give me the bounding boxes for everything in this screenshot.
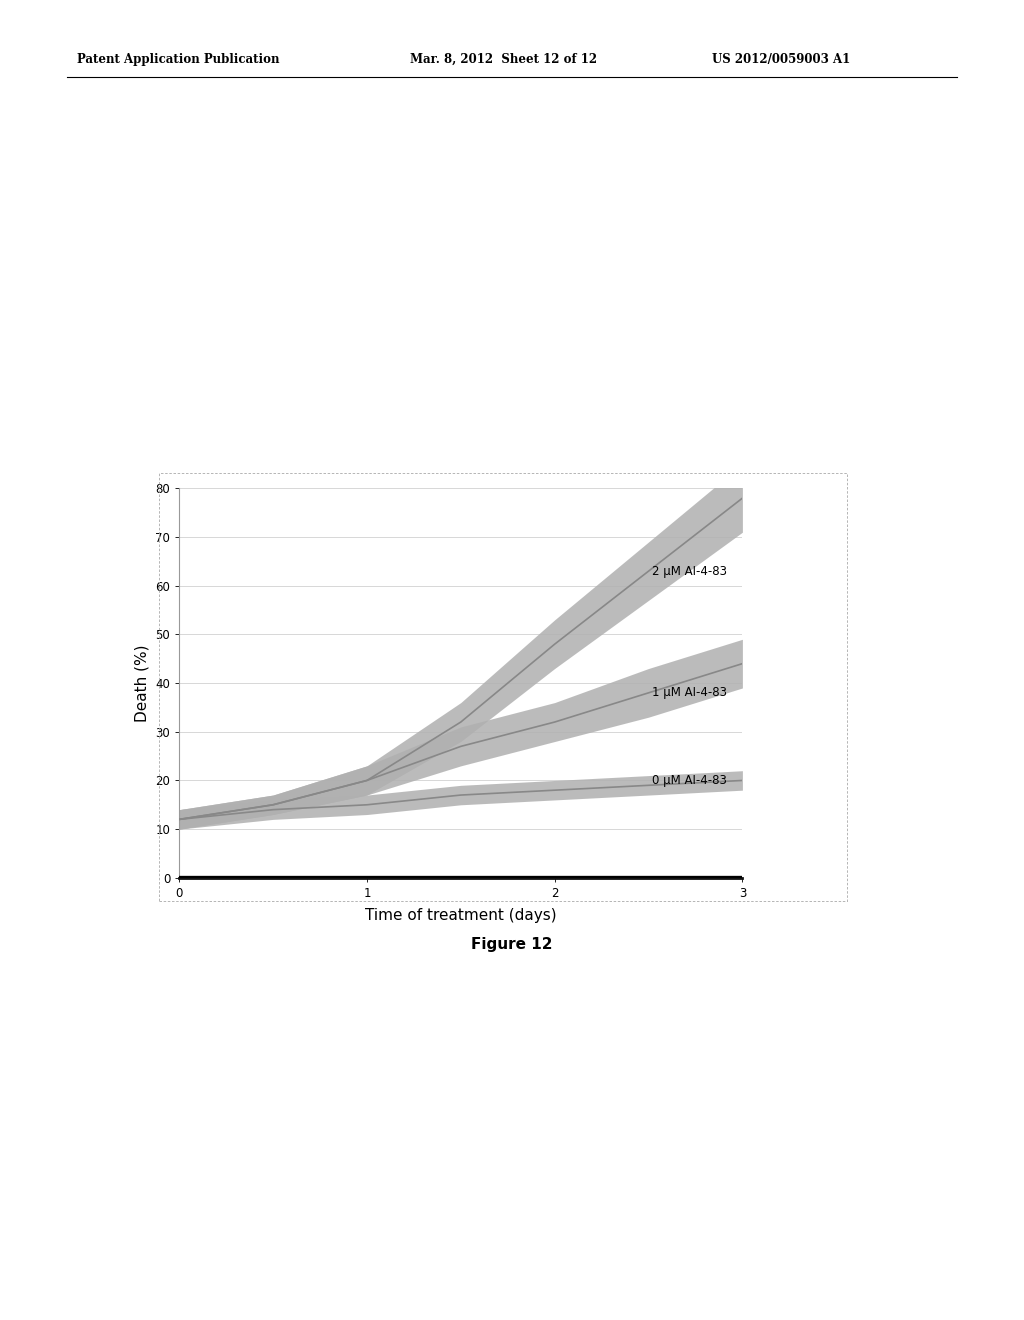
Text: 1 μM AI-4-83: 1 μM AI-4-83: [652, 686, 727, 700]
Text: Figure 12: Figure 12: [471, 937, 553, 952]
Text: 2 μM AI-4-83: 2 μM AI-4-83: [652, 565, 727, 578]
Text: 0 μM AI-4-83: 0 μM AI-4-83: [652, 774, 727, 787]
Text: Patent Application Publication: Patent Application Publication: [77, 53, 280, 66]
Y-axis label: Death (%): Death (%): [135, 644, 150, 722]
Bar: [160, 473, 847, 902]
X-axis label: Time of treatment (days): Time of treatment (days): [365, 908, 557, 923]
Text: US 2012/0059003 A1: US 2012/0059003 A1: [712, 53, 850, 66]
Text: Mar. 8, 2012  Sheet 12 of 12: Mar. 8, 2012 Sheet 12 of 12: [410, 53, 597, 66]
